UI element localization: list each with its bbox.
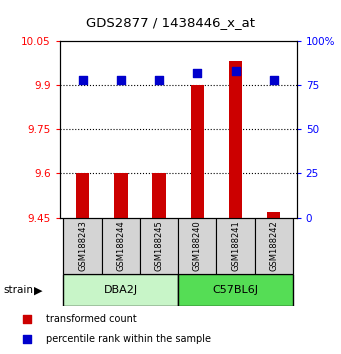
Bar bbox=[178, 274, 293, 306]
Bar bbox=[267, 212, 280, 218]
Bar bbox=[229, 61, 242, 218]
Bar bbox=[152, 173, 166, 218]
Text: GSM188242: GSM188242 bbox=[269, 221, 278, 272]
Bar bbox=[255, 218, 293, 274]
Point bbox=[24, 316, 29, 321]
Point bbox=[24, 337, 29, 342]
Text: GSM188240: GSM188240 bbox=[193, 221, 202, 272]
Bar bbox=[76, 173, 89, 218]
Point bbox=[233, 68, 238, 74]
Bar bbox=[114, 173, 128, 218]
Point bbox=[80, 77, 85, 82]
Text: percentile rank within the sample: percentile rank within the sample bbox=[46, 335, 211, 344]
Bar bbox=[102, 218, 140, 274]
Text: ▶: ▶ bbox=[34, 285, 43, 295]
Text: GSM188243: GSM188243 bbox=[78, 221, 87, 272]
Bar bbox=[63, 218, 102, 274]
Bar bbox=[217, 218, 255, 274]
Point bbox=[118, 77, 123, 82]
Text: DBA2J: DBA2J bbox=[104, 285, 138, 295]
Point bbox=[195, 70, 200, 75]
Text: GDS2877 / 1438446_x_at: GDS2877 / 1438446_x_at bbox=[86, 17, 255, 29]
Text: GSM188244: GSM188244 bbox=[116, 221, 125, 272]
Text: C57BL6J: C57BL6J bbox=[212, 285, 258, 295]
Text: transformed count: transformed count bbox=[46, 314, 137, 324]
Point bbox=[156, 77, 162, 82]
Bar bbox=[191, 85, 204, 218]
Text: GSM188241: GSM188241 bbox=[231, 221, 240, 272]
Text: GSM188245: GSM188245 bbox=[154, 221, 164, 272]
Text: strain: strain bbox=[3, 285, 33, 295]
Bar bbox=[140, 218, 178, 274]
Bar bbox=[178, 218, 217, 274]
Bar bbox=[63, 274, 178, 306]
Point bbox=[271, 77, 277, 82]
